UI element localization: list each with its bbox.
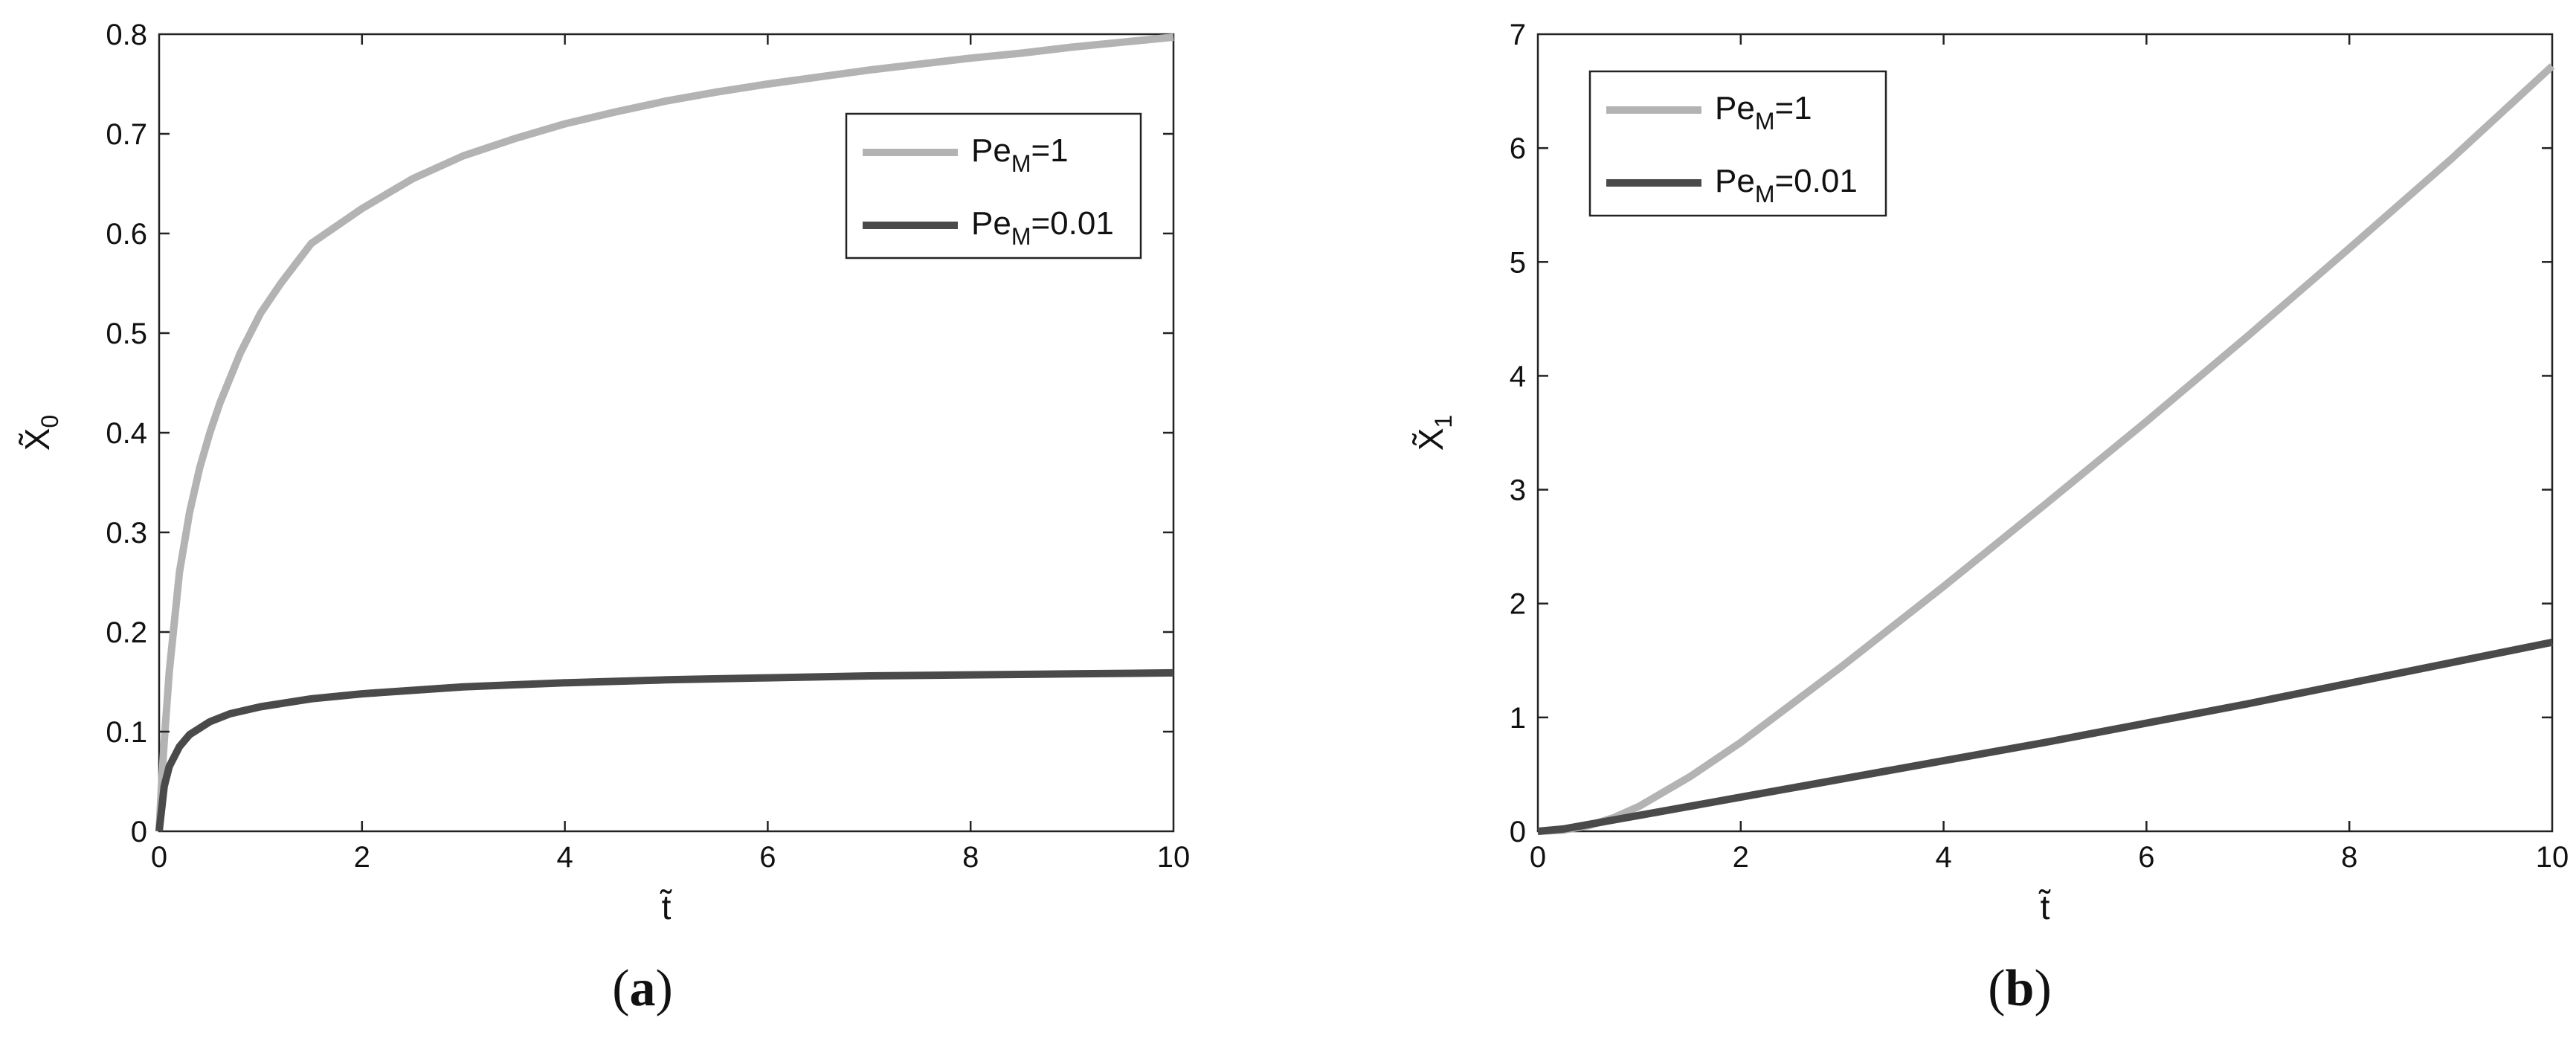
series-line-pe-0-01	[1537, 638, 2553, 835]
x-tick-label: 4	[556, 841, 573, 874]
x-tick-label: 0	[151, 841, 167, 874]
legend: PeM=1 PeM=0.01	[845, 112, 1142, 260]
legend-box	[1588, 70, 1887, 217]
x-tick-label: 2	[1733, 841, 1749, 874]
x-tick-label: 2	[354, 841, 370, 874]
chart-panel-b: 0 2 4 6 8 10 0 1 2 3 4 5 6 7 t̃ X̃1 PeM=1 PeM=0.01 (b)	[1411, 19, 2569, 1017]
y-tick-label: 0.1	[106, 716, 147, 749]
legend: PeM=1 PeM=0.01	[1588, 70, 1887, 217]
series-line-pe-1	[155, 33, 1174, 832]
y-tick-label: 0	[1510, 816, 1526, 848]
legend-label: PeM=1	[971, 132, 1069, 177]
y-axis-label: X̃0	[18, 415, 63, 451]
x-axis-label: t̃	[660, 888, 672, 926]
x-tick-label: 4	[1935, 841, 1951, 874]
legend-label: PeM=0.01	[1715, 163, 1858, 207]
x-tick-label: 6	[2138, 841, 2154, 874]
x-tick-label: 0	[1530, 841, 1546, 874]
y-tick-label: 4	[1510, 360, 1526, 393]
x-tick-label: 8	[962, 841, 979, 874]
y-tick-label: 0.2	[106, 616, 147, 649]
y-tick-label: 0.4	[106, 417, 147, 450]
y-tick-label: 0	[131, 816, 147, 848]
y-tick-label: 2	[1510, 588, 1526, 621]
x-axis-label: t̃	[2038, 888, 2051, 926]
y-tick-label: 5	[1510, 246, 1526, 279]
panel-caption: (a)	[612, 960, 673, 1017]
panel-caption: (b)	[1988, 960, 2052, 1017]
y-tick-label: 1	[1510, 702, 1526, 735]
chart-panel-a: 0 2 4 6 8 10 0 0.1 0.2 0.3 0.4 0.5 0.6 0.7 0.8 t̃ X̃0 PeM…	[18, 19, 1190, 1017]
y-tick-label: 0.7	[106, 118, 147, 151]
y-tick-label: 6	[1510, 132, 1526, 165]
y-tick-label: 0.3	[106, 517, 147, 549]
y-tick-label: 3	[1510, 474, 1526, 507]
y-tick-label: 0.8	[106, 19, 147, 51]
y-axis-label: X̃1	[1411, 415, 1457, 451]
series-line-pe-0-01	[155, 668, 1174, 832]
y-tick-label: 7	[1510, 19, 1526, 51]
y-tick-label: 0.6	[106, 218, 147, 251]
legend-label: PeM=0.01	[971, 205, 1114, 250]
legend-label: PeM=1	[1715, 90, 1812, 135]
y-tick-label: 0.5	[106, 317, 147, 350]
x-tick-label: 10	[2536, 841, 2569, 874]
x-tick-label: 10	[1157, 841, 1191, 874]
legend-box	[845, 112, 1142, 260]
x-tick-label: 6	[759, 841, 776, 874]
x-tick-label: 8	[2341, 841, 2357, 874]
